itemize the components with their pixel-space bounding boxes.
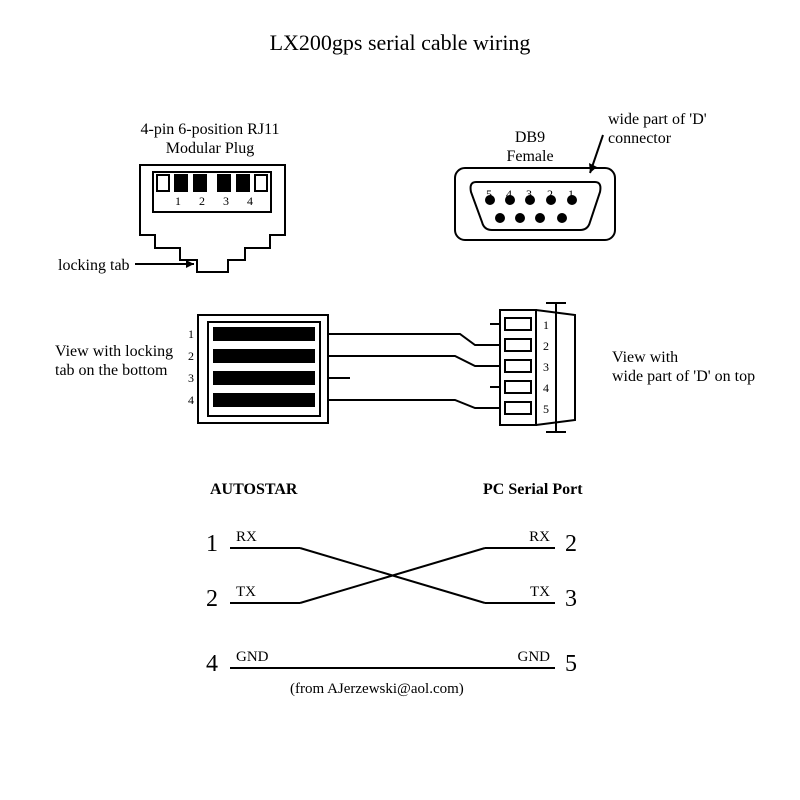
wiring-lines xyxy=(328,324,500,408)
locking-tab-arrow-icon xyxy=(135,260,194,268)
rj11-connector-icon xyxy=(140,165,285,272)
pin-table-lines xyxy=(230,548,555,668)
wiring-rj-block-icon xyxy=(198,315,328,423)
db9-connector-icon xyxy=(455,168,615,240)
wiring-db-block-icon xyxy=(500,303,575,432)
diagram-svg xyxy=(0,0,800,800)
